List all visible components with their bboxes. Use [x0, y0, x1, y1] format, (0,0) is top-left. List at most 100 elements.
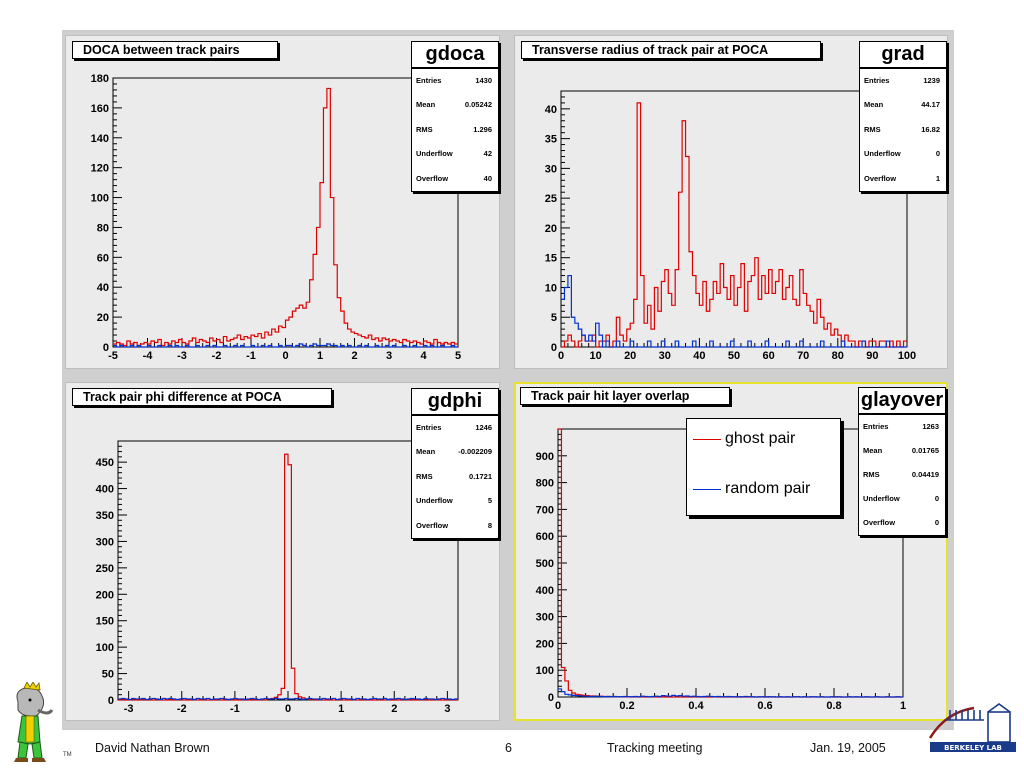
y-tick-label: 200: [536, 638, 554, 650]
x-tick-label: 0.6: [757, 700, 772, 712]
x-tick-label: 90: [866, 350, 878, 362]
stats-row: Overflow 1: [860, 167, 946, 191]
x-tick-label: 30: [659, 350, 671, 362]
footer-meeting: Tracking meeting: [607, 741, 703, 755]
chart-title: DOCA between track pairs: [72, 41, 278, 59]
stats-row: Mean 44.17: [860, 93, 946, 117]
legend-entry-ghost-pair: ghost pair: [693, 430, 795, 448]
y-tick-label: 400: [536, 585, 554, 597]
stats-label: Mean: [416, 447, 436, 457]
legend-label: ghost pair: [725, 430, 796, 447]
histogram-grad: 0 5 10 15 20 25 30 35 40 0 10 20 30 40 50 60 70 80 90 100: [545, 90, 916, 362]
stats-row: Overflow 8: [412, 514, 498, 538]
stats-label: Overflow: [416, 173, 449, 183]
stats-value: 1.296: [473, 124, 492, 134]
stats-value: 1263: [922, 422, 939, 431]
stats-row: RMS 1.296: [412, 118, 498, 142]
y-tick-label: 50: [102, 669, 114, 681]
stats-value: 0: [934, 494, 939, 503]
histogram-name: grad: [859, 41, 947, 68]
stats-label: RMS: [864, 124, 881, 134]
stats-value: 0: [935, 149, 940, 159]
x-tick-label: -1: [246, 350, 256, 362]
histogram-name: glayover: [858, 387, 946, 414]
stats-label: RMS: [416, 124, 433, 134]
stats-label: Mean: [863, 446, 883, 455]
y-tick-label: 80: [97, 222, 109, 234]
y-tick-label: 60: [97, 252, 109, 264]
stats-value: 40: [483, 173, 492, 183]
y-tick-label: 35: [545, 134, 557, 146]
x-tick-label: -4: [143, 350, 154, 362]
y-tick-label: 40: [545, 104, 557, 116]
x-tick-label: 80: [832, 350, 844, 362]
stats-label: Underflow: [416, 149, 453, 159]
histogram-series-blue: [561, 274, 907, 348]
y-tick-label: 20: [97, 312, 109, 324]
stats-label: Underflow: [863, 494, 900, 503]
y-tick-label: 100: [536, 665, 554, 677]
y-tick-label: 800: [536, 478, 554, 490]
plot-frame: [560, 90, 908, 348]
x-tick-label: -2: [212, 350, 222, 362]
y-tick-label: 0: [103, 342, 109, 354]
stats-label: Entries: [864, 76, 890, 85]
x-tick-label: 0: [285, 703, 291, 715]
y-tick-label: 5: [551, 312, 557, 324]
stats-row: Overflow 0: [859, 511, 945, 535]
y-tick-label: 0: [548, 692, 554, 704]
x-tick-label: 0: [558, 350, 564, 362]
stats-label: Mean: [416, 100, 436, 110]
x-tick-label: 0.4: [688, 700, 704, 712]
stats-value: 0.1721: [469, 471, 492, 481]
stats-row: Mean 0.05242: [412, 93, 498, 117]
stats-value: 5: [487, 496, 492, 506]
x-tick-label: -1: [230, 703, 240, 715]
panel-glayover[interactable]: 0 100 200 300 400 500 600 700 800 900 0 0.2 0.4 0.6 0.…: [514, 382, 948, 721]
histogram-name: gdoca: [411, 41, 499, 68]
y-tick-label: 0: [108, 695, 114, 707]
y-tick-label: 700: [536, 504, 554, 516]
stats-value: 16.82: [921, 124, 940, 134]
stats-box: Entries 1430 Mean 0.05242 RMS 1.296 Underflow 4…: [411, 68, 499, 192]
stats-label: Underflow: [416, 496, 453, 506]
x-tick-label: 0: [555, 700, 561, 712]
stats-value: 0.04419: [911, 470, 939, 479]
y-tick-label: 160: [91, 103, 109, 115]
stats-value: 1: [935, 173, 940, 183]
stats-label: Entries: [416, 76, 442, 85]
x-tick-label: 2: [351, 350, 357, 362]
chart-title: Track pair phi difference at POCA: [72, 388, 332, 406]
stats-row: Entries 1430: [412, 69, 498, 93]
stats-row: Mean -0.002209: [412, 440, 498, 464]
y-tick-label: 40: [97, 282, 109, 294]
stats-value: -0.002209: [458, 447, 492, 457]
histogram-glayover: 0 100 200 300 400 500 600 700 800 900 0 0.2 0.4 0.6 0.…: [536, 428, 906, 712]
y-tick-label: 25: [545, 193, 557, 205]
y-tick-label: 150: [96, 616, 114, 628]
y-tick-label: 350: [96, 510, 114, 522]
stats-value: 1246: [475, 423, 492, 432]
stats-row: Underflow 0: [859, 487, 945, 511]
x-tick-label: -2: [177, 703, 187, 715]
y-tick-label: 100: [96, 642, 114, 654]
y-tick-label: 300: [536, 612, 554, 624]
histogram-series-red: [561, 102, 907, 348]
x-tick-label: 10: [589, 350, 601, 362]
stats-row: Underflow 0: [860, 142, 946, 166]
y-tick-label: 900: [536, 451, 554, 463]
stats-label: RMS: [863, 470, 880, 479]
x-tick-label: 20: [624, 350, 636, 362]
chart-title: Track pair hit layer overlap: [520, 387, 730, 405]
y-tick-label: 30: [545, 163, 557, 175]
x-tick-label: 1: [338, 703, 344, 715]
histogram-gdphi: 0 50 100 150 200 250 300 350 400 450 -3 -2 -1 0 1 2 3: [96, 440, 459, 715]
x-tick-label: 50: [728, 350, 740, 362]
stats-row: Mean 0.01765: [859, 439, 945, 463]
stats-box: Entries 1239 Mean 44.17 RMS 16.82 Underflow 0 Ov…: [859, 68, 947, 192]
y-tick-label: 600: [536, 531, 554, 543]
trademark-mark: TM: [63, 752, 72, 758]
x-tick-label: 5: [455, 350, 461, 362]
stats-row: Entries 1239: [860, 69, 946, 93]
y-tick-label: 250: [96, 563, 114, 575]
